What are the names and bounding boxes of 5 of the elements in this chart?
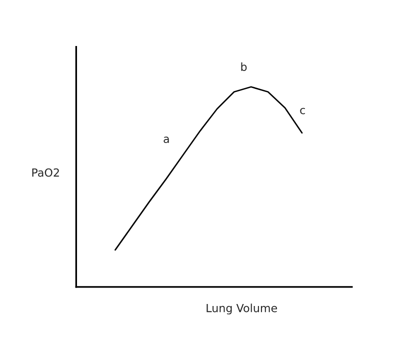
x-axis-title: Lung Volume — [206, 304, 278, 314]
annotation: a — [164, 136, 169, 144]
annotation: c — [300, 108, 305, 114]
text: b — [241, 62, 247, 72]
y-axis-title: PaO2 — [32, 168, 59, 177]
